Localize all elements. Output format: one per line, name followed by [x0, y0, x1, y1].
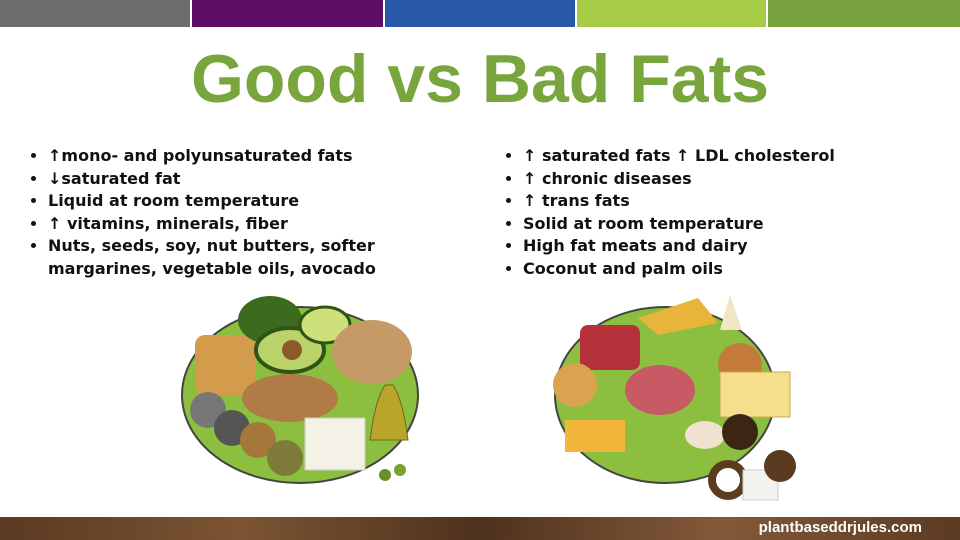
bullet-item: ↑ trans fats [523, 190, 923, 213]
bar [385, 0, 575, 27]
bullet-item: Solid at room temperature [523, 213, 923, 236]
bullet-item: Liquid at room temperature [48, 190, 398, 213]
bullet-item: ↓saturated fat [48, 168, 398, 191]
bar [0, 0, 190, 27]
bar [577, 0, 766, 27]
good-fats-list: ↑mono- and polyunsaturated fats↓saturate… [30, 145, 398, 280]
bullet-item: ↑mono- and polyunsaturated fats [48, 145, 398, 168]
bar [192, 0, 383, 27]
title: Good vs Bad Fats [190, 41, 770, 117]
bullet-item: ↑ saturated fats ↑ LDL cholesterol [523, 145, 923, 168]
bullet-item: ↑ vitamins, minerals, fiber [48, 213, 398, 236]
bullet-item: ↑ chronic diseases [523, 168, 923, 191]
bullet-item: Coconut and palm oils [523, 258, 923, 281]
color-bars [0, 0, 960, 27]
website: plantbaseddrjules.com [758, 519, 922, 536]
bar [768, 0, 960, 27]
bullet-item: Nuts, seeds, soy, nut butters, softer ma… [48, 235, 398, 280]
footer: plantbaseddrjules.com [0, 517, 960, 540]
bullet-item: High fat meats and dairy [523, 235, 923, 258]
bad-fats-list: ↑ saturated fats ↑ LDL cholesterol↑ chro… [505, 145, 923, 280]
